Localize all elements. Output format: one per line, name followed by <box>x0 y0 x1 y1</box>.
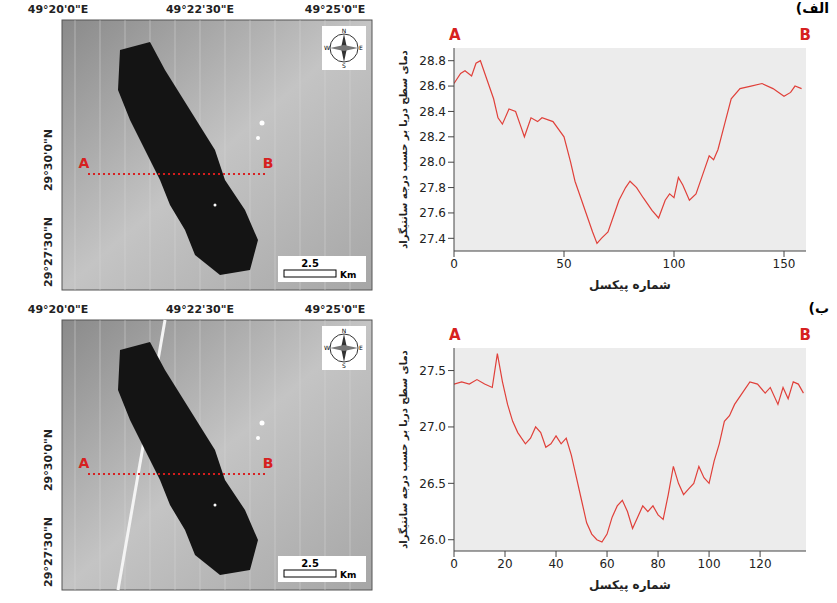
svg-text:28.8: 28.8 <box>419 54 446 68</box>
html-text:A: A <box>449 326 461 344</box>
svg-text:A: A <box>79 155 90 171</box>
svg-text:28.4: 28.4 <box>419 105 446 119</box>
html-text:A: A <box>449 26 461 44</box>
svg-text:28.0: 28.0 <box>419 155 446 169</box>
html-text:ب): ب) <box>808 300 829 316</box>
svg-text:N: N <box>342 327 347 334</box>
html-text:B: B <box>799 26 811 44</box>
svg-text:49°25'0"E: 49°25'0"E <box>305 303 365 316</box>
html-text:الف): الف) <box>795 0 829 16</box>
svg-text:0: 0 <box>450 557 458 571</box>
svg-text:B: B <box>263 155 274 171</box>
svg-text:28.6: 28.6 <box>419 79 446 93</box>
svg-text:E: E <box>359 44 363 51</box>
svg-text:50: 50 <box>556 257 571 271</box>
svg-text:Km: Km <box>340 570 356 580</box>
svg-text:28.2: 28.2 <box>419 130 446 144</box>
svg-text:49°22'30"E: 49°22'30"E <box>166 3 234 16</box>
svg-text:26.0: 26.0 <box>419 533 446 547</box>
svg-text:49°22'30"E: 49°22'30"E <box>166 303 234 316</box>
svg-text:29°27'30"N: 29°27'30"N <box>42 217 55 287</box>
svg-text:27.6: 27.6 <box>419 206 446 220</box>
svg-text:100: 100 <box>663 257 686 271</box>
svg-text:26.5: 26.5 <box>419 477 446 491</box>
svg-text:150: 150 <box>773 257 796 271</box>
svg-text:27.8: 27.8 <box>419 181 446 195</box>
svg-text:49°20'0"E: 49°20'0"E <box>28 3 88 16</box>
svg-text:E: E <box>359 344 363 351</box>
svg-text:2.5: 2.5 <box>301 558 319 569</box>
svg-text:29°27'30"N: 29°27'30"N <box>42 517 55 587</box>
svg-text:27.5: 27.5 <box>419 364 446 378</box>
svg-text:29°30'0"N: 29°30'0"N <box>42 129 55 191</box>
svg-text:W: W <box>324 344 330 351</box>
svg-text:27.0: 27.0 <box>419 420 446 434</box>
svg-text:2.5: 2.5 <box>301 258 319 269</box>
svg-text:0: 0 <box>450 257 458 271</box>
svg-text:شماره پیکسل: شماره پیکسل <box>589 278 671 292</box>
svg-text:N: N <box>342 27 347 34</box>
svg-text:S: S <box>342 362 346 369</box>
svg-text:B: B <box>263 455 274 471</box>
svg-text:120: 120 <box>749 557 772 571</box>
svg-text:49°20'0"E: 49°20'0"E <box>28 303 88 316</box>
svg-text:20: 20 <box>497 557 512 571</box>
svg-text:60: 60 <box>599 557 614 571</box>
svg-text:W: W <box>324 44 330 51</box>
svg-text:29°30'0"N: 29°30'0"N <box>42 429 55 491</box>
svg-text:Km: Km <box>340 270 356 280</box>
svg-text:S: S <box>342 62 346 69</box>
svg-text:40: 40 <box>548 557 563 571</box>
svg-text:دمای سطح دریا بر حسب درجه سانت: دمای سطح دریا بر حسب درجه سانتیگراد <box>397 350 410 549</box>
svg-text:49°25'0"E: 49°25'0"E <box>305 3 365 16</box>
svg-text:A: A <box>79 455 90 471</box>
svg-text:دمای سطح دریا بر حسب درجه سانت: دمای سطح دریا بر حسب درجه سانتیگراد <box>397 50 410 249</box>
svg-text:100: 100 <box>698 557 721 571</box>
svg-text:80: 80 <box>650 557 665 571</box>
html-text:B: B <box>799 326 811 344</box>
svg-text:شماره پیکسل: شماره پیکسل <box>589 578 671 592</box>
svg-text:27.4: 27.4 <box>419 232 446 246</box>
